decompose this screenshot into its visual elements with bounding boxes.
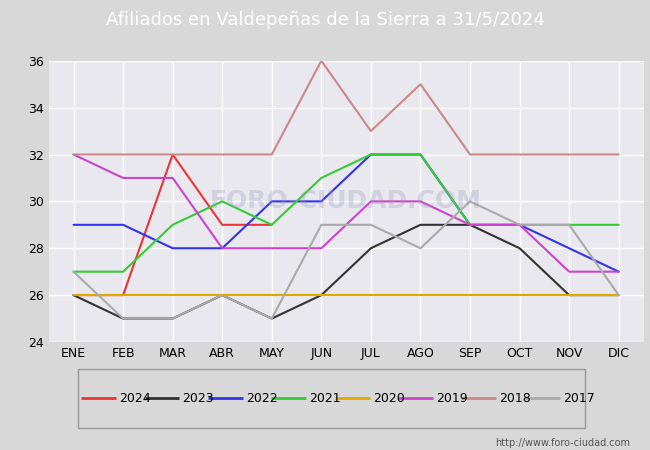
Text: Afiliados en Valdepeñas de la Sierra a 31/5/2024: Afiliados en Valdepeñas de la Sierra a 3… xyxy=(105,11,545,29)
Text: 2019: 2019 xyxy=(436,392,468,405)
Text: 2017: 2017 xyxy=(563,392,595,405)
Text: 2024: 2024 xyxy=(119,392,151,405)
Text: 2018: 2018 xyxy=(499,392,531,405)
Text: 2023: 2023 xyxy=(183,392,214,405)
Text: 2022: 2022 xyxy=(246,392,278,405)
Text: 2021: 2021 xyxy=(309,392,341,405)
Text: http://www.foro-ciudad.com: http://www.foro-ciudad.com xyxy=(495,438,630,448)
Text: FORO-CIUDAD.COM: FORO-CIUDAD.COM xyxy=(210,189,482,213)
Text: 2020: 2020 xyxy=(372,392,404,405)
